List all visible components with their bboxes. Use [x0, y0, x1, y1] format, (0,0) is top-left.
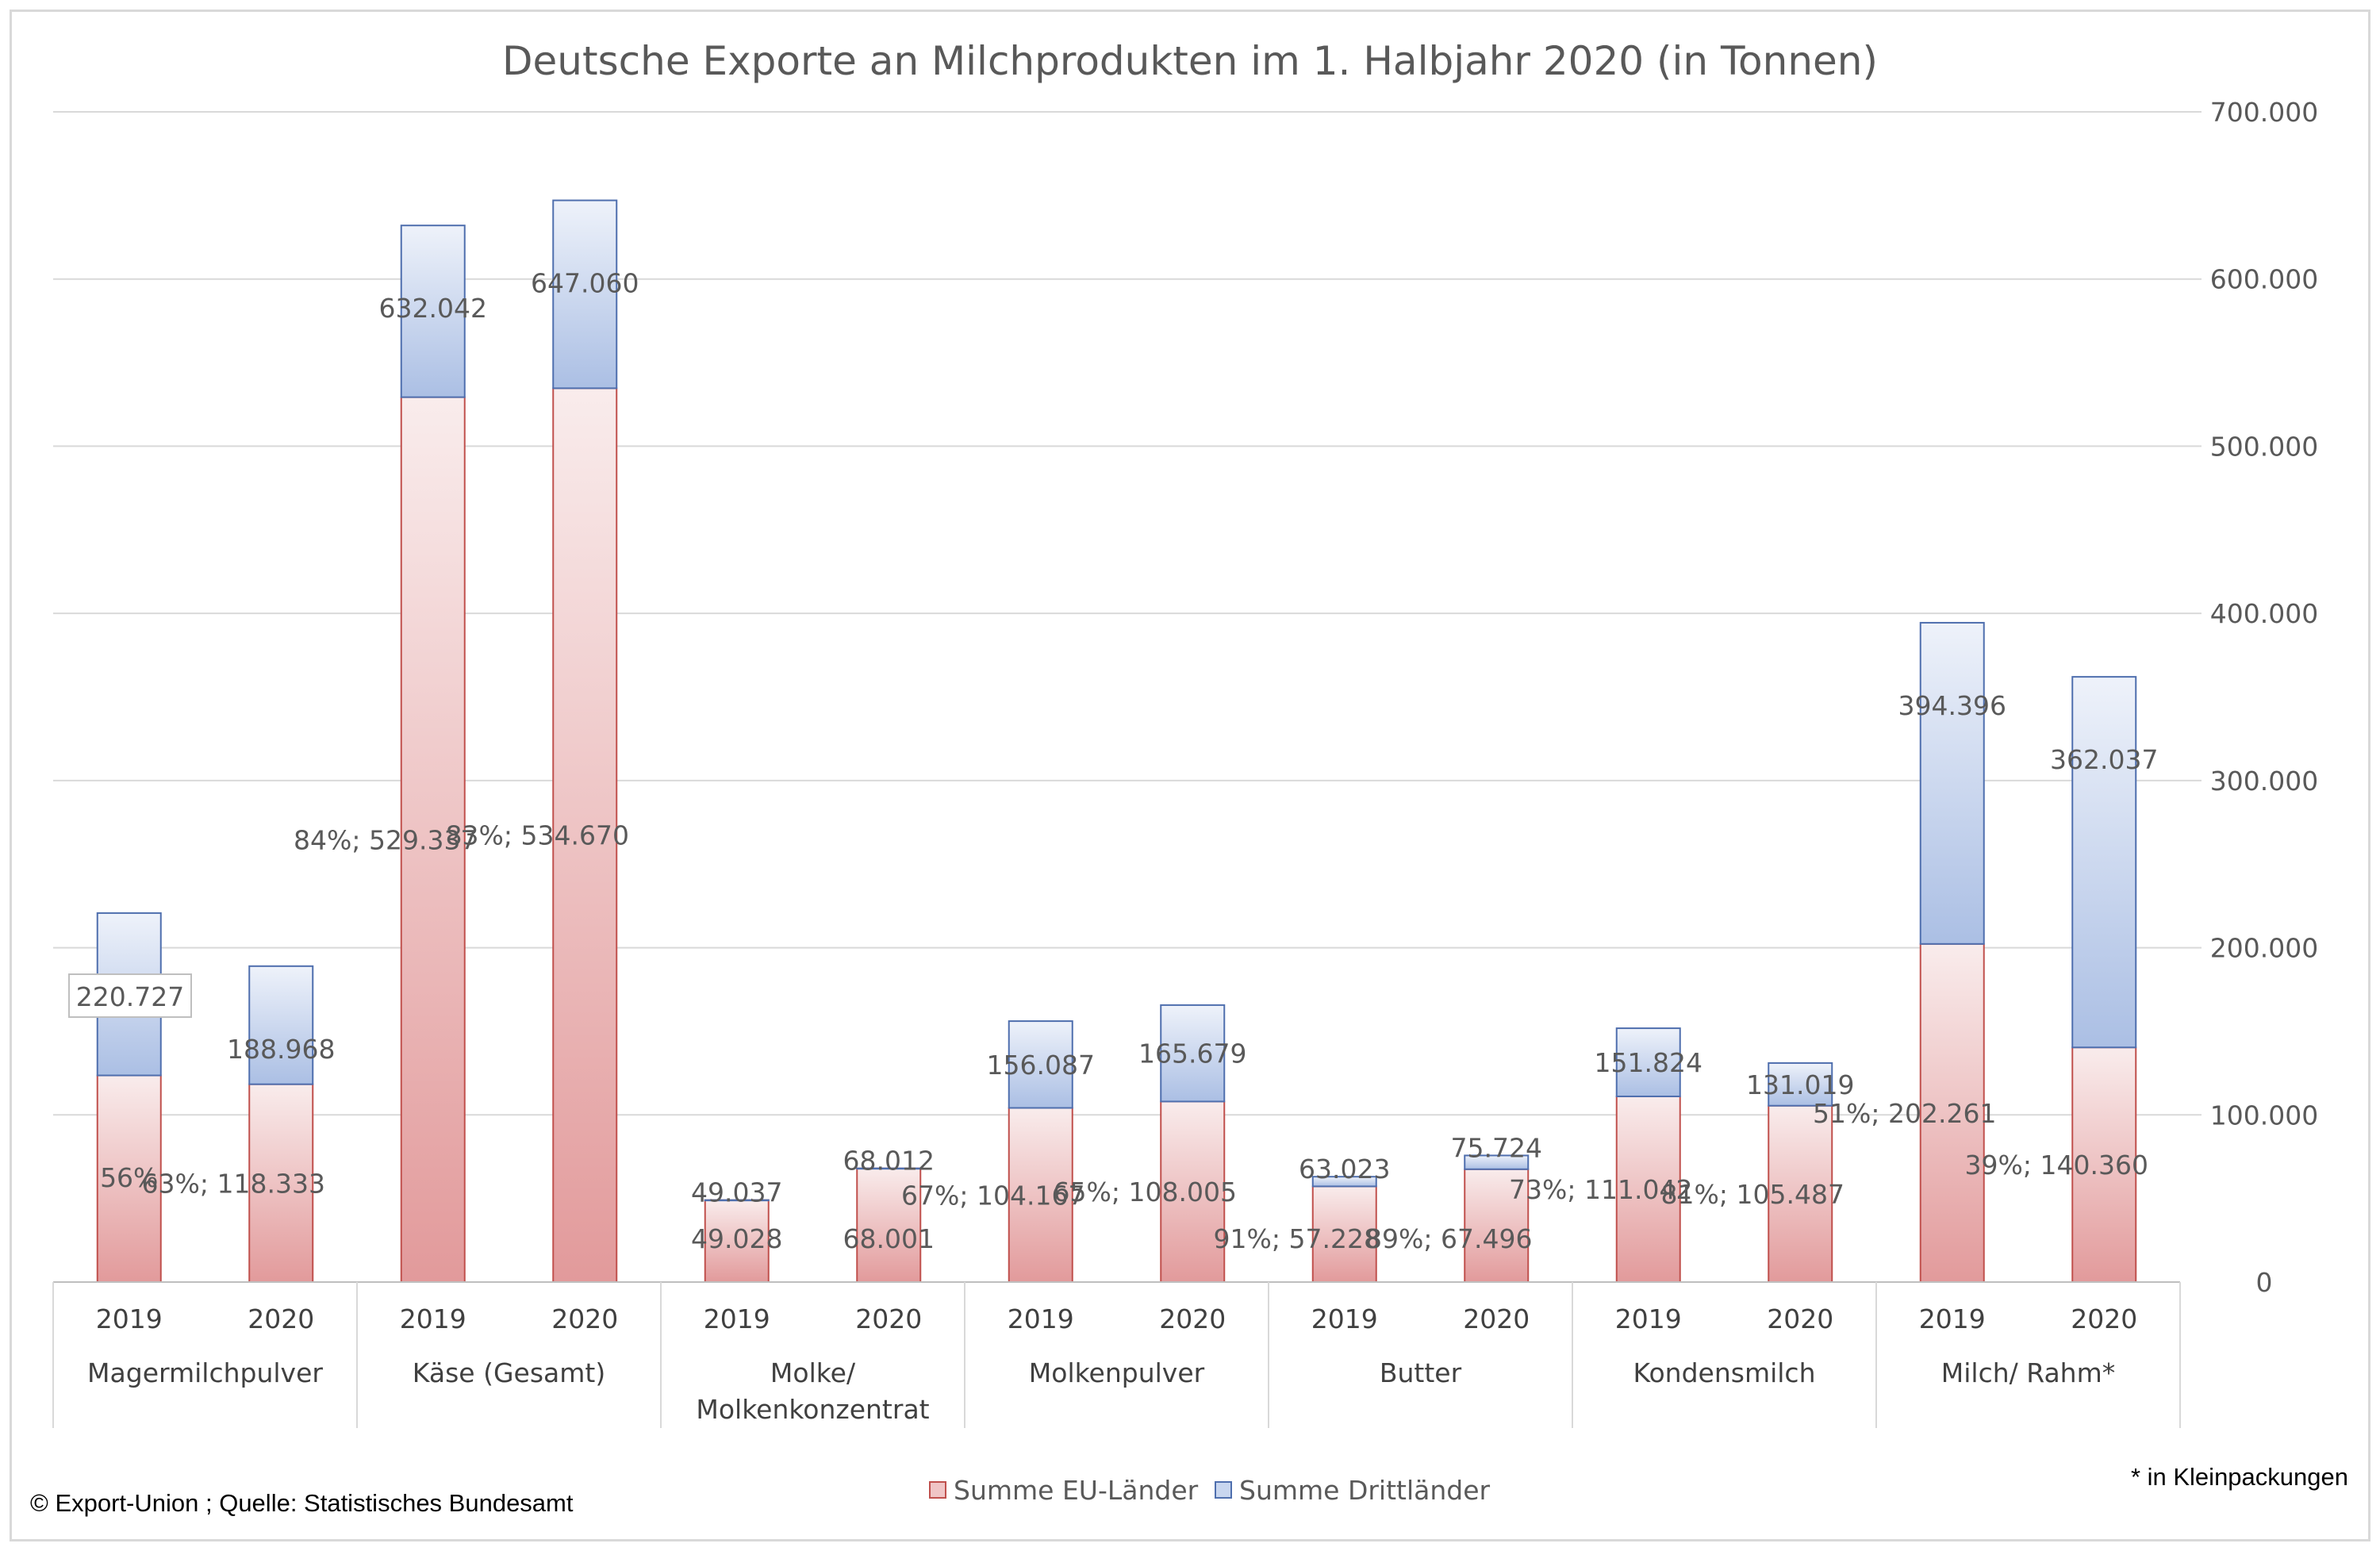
footnote-kleinpackungen: * in Kleinpackungen	[2131, 1463, 2348, 1491]
category-label: Käse (Gesamt)	[413, 1357, 605, 1388]
data-label-total: 362.037	[2050, 744, 2158, 775]
bar-eu	[1919, 943, 1985, 1283]
bar-drittlaender	[1160, 1004, 1226, 1103]
data-label-total: 156.087	[987, 1050, 1095, 1081]
year-tick-label: 2020	[1159, 1303, 1226, 1334]
data-label-total: 151.824	[1595, 1047, 1702, 1078]
data-label-total: 647.060	[531, 268, 639, 299]
y-tick-label: 100.000	[2210, 1100, 2318, 1131]
bar-drittlaender	[704, 1199, 770, 1202]
bar-eu	[1008, 1107, 1073, 1283]
year-tick-label: 2019	[400, 1303, 466, 1334]
year-tick-label: 2020	[248, 1303, 314, 1334]
data-label-eu: 63%; 118.333	[142, 1168, 325, 1199]
bar-drittlaender	[1311, 1176, 1377, 1188]
year-tick-label: 2020	[1463, 1303, 1530, 1334]
bar-drittlaender	[1768, 1062, 1833, 1107]
year-tick-label: 2019	[1311, 1303, 1378, 1334]
bar-eu	[2071, 1046, 2137, 1284]
year-tick-label: 2019	[96, 1303, 163, 1334]
bars	[96, 199, 2137, 1284]
category-label: Molkenkonzentrat	[696, 1394, 929, 1425]
data-label-total: 394.396	[1898, 690, 2006, 721]
bar-eu	[552, 387, 618, 1284]
legend-swatch-dritt	[1215, 1481, 1232, 1499]
bar-drittlaender	[400, 225, 466, 398]
bar-drittlaender	[1464, 1154, 1530, 1170]
data-label-total: 188.968	[227, 1034, 335, 1065]
bar-eu	[1160, 1100, 1226, 1284]
y-tick-label: 400.000	[2210, 598, 2318, 629]
y-tick-label: 500.000	[2210, 431, 2318, 462]
bar-drittlaender	[1008, 1020, 1073, 1109]
y-axis-ticks: 0 100.000 200.000 300.000 400.000 500.000 600.…	[2210, 97, 2318, 1298]
data-labels: 56% 220.727 63%; 118.333 188.968 84%; 529.33…	[68, 268, 2158, 1254]
data-label-total: 49.037	[691, 1177, 782, 1208]
y-tick-label: 600.000	[2210, 264, 2318, 295]
data-label-eu: 81%; 105.487	[1661, 1179, 1844, 1210]
data-label-total: 131.019	[1746, 1069, 1854, 1100]
data-label-total: 632.042	[379, 293, 487, 324]
year-tick-label: 2019	[704, 1303, 770, 1334]
data-label-eu: 68.001	[843, 1223, 935, 1254]
y-tick-label: 300.000	[2210, 766, 2318, 797]
data-label-total: 63.023	[1299, 1154, 1390, 1184]
category-label: Molkenpulver	[1029, 1357, 1205, 1388]
category-label: Kondensmilch	[1633, 1357, 1815, 1388]
bar-eu	[400, 396, 466, 1283]
year-tick-label: 2020	[1767, 1303, 1833, 1334]
bar-eu	[704, 1199, 770, 1284]
year-tick-label: 2019	[1919, 1303, 1986, 1334]
year-tick-label: 2019	[1615, 1303, 1682, 1334]
category-axis: Magermilchpulver 2019 2020 Käse (Gesamt) 201…	[52, 1281, 2181, 1428]
bar-eu	[248, 1083, 314, 1284]
total-label-box	[68, 973, 192, 1018]
legend-swatch-eu	[929, 1481, 946, 1499]
source-note: © Export-Union ; Quelle: Statistisches B…	[30, 1489, 574, 1517]
data-label-eu: 89%; 67.496	[1365, 1223, 1532, 1254]
data-label-eu: 84%; 529.337	[294, 824, 477, 855]
year-tick-label: 2020	[551, 1303, 618, 1334]
data-label-eu: 39%; 140.360	[1965, 1150, 2148, 1181]
y-tick-label: 200.000	[2210, 933, 2318, 964]
category-label: Magermilchpulver	[87, 1357, 323, 1388]
data-label-total: 165.679	[1138, 1038, 1246, 1069]
bar-eu	[1311, 1185, 1377, 1284]
legend: Summe EU-Länder Summe Drittländer	[929, 1475, 1491, 1506]
data-label-eu: 67%; 104.167	[901, 1180, 1084, 1211]
bar-eu	[1615, 1096, 1681, 1284]
category-label: Molke/	[770, 1357, 856, 1388]
data-label-eu: 49.028	[691, 1223, 782, 1254]
bar-drittlaender	[1615, 1027, 1681, 1098]
legend-label-eu: Summe EU-Länder	[954, 1475, 1199, 1506]
year-tick-label: 2020	[2071, 1303, 2137, 1334]
bar-drittlaender	[1919, 621, 1985, 945]
category-label: Butter	[1380, 1357, 1462, 1388]
gridlines	[53, 111, 2202, 1116]
data-label-eu: 83%; 534.670	[446, 820, 629, 851]
data-label-eu: 91%; 57.228	[1214, 1223, 1380, 1254]
data-label-total: 220.727	[76, 981, 184, 1012]
year-tick-label: 2019	[1008, 1303, 1074, 1334]
data-label-eu: 65%; 108.005	[1054, 1177, 1237, 1207]
data-label-eu: 51%; 202.261	[1813, 1098, 1996, 1129]
legend-label-dritt: Summe Drittländer	[1239, 1475, 1491, 1506]
bar-drittlaender	[2071, 676, 2137, 1049]
bar-eu	[96, 1074, 162, 1283]
chart-title: Deutsche Exporte an Milchprodukten im 1.…	[502, 38, 1878, 84]
bar-eu	[1464, 1168, 1530, 1283]
y-tick-label: 0	[2256, 1267, 2273, 1298]
data-label-eu: 73%; 111.042	[1509, 1174, 1692, 1205]
category-label: Milch/ Rahm*	[1941, 1357, 2115, 1388]
bar-drittlaender	[248, 965, 314, 1085]
data-label-total: 75.724	[1451, 1132, 1542, 1163]
data-label-eu: 56%	[100, 1162, 158, 1193]
data-label-total: 68.012	[843, 1146, 935, 1177]
year-tick-label: 2020	[855, 1303, 922, 1334]
bar-drittlaender	[552, 199, 618, 390]
y-tick-label: 700.000	[2210, 97, 2318, 128]
